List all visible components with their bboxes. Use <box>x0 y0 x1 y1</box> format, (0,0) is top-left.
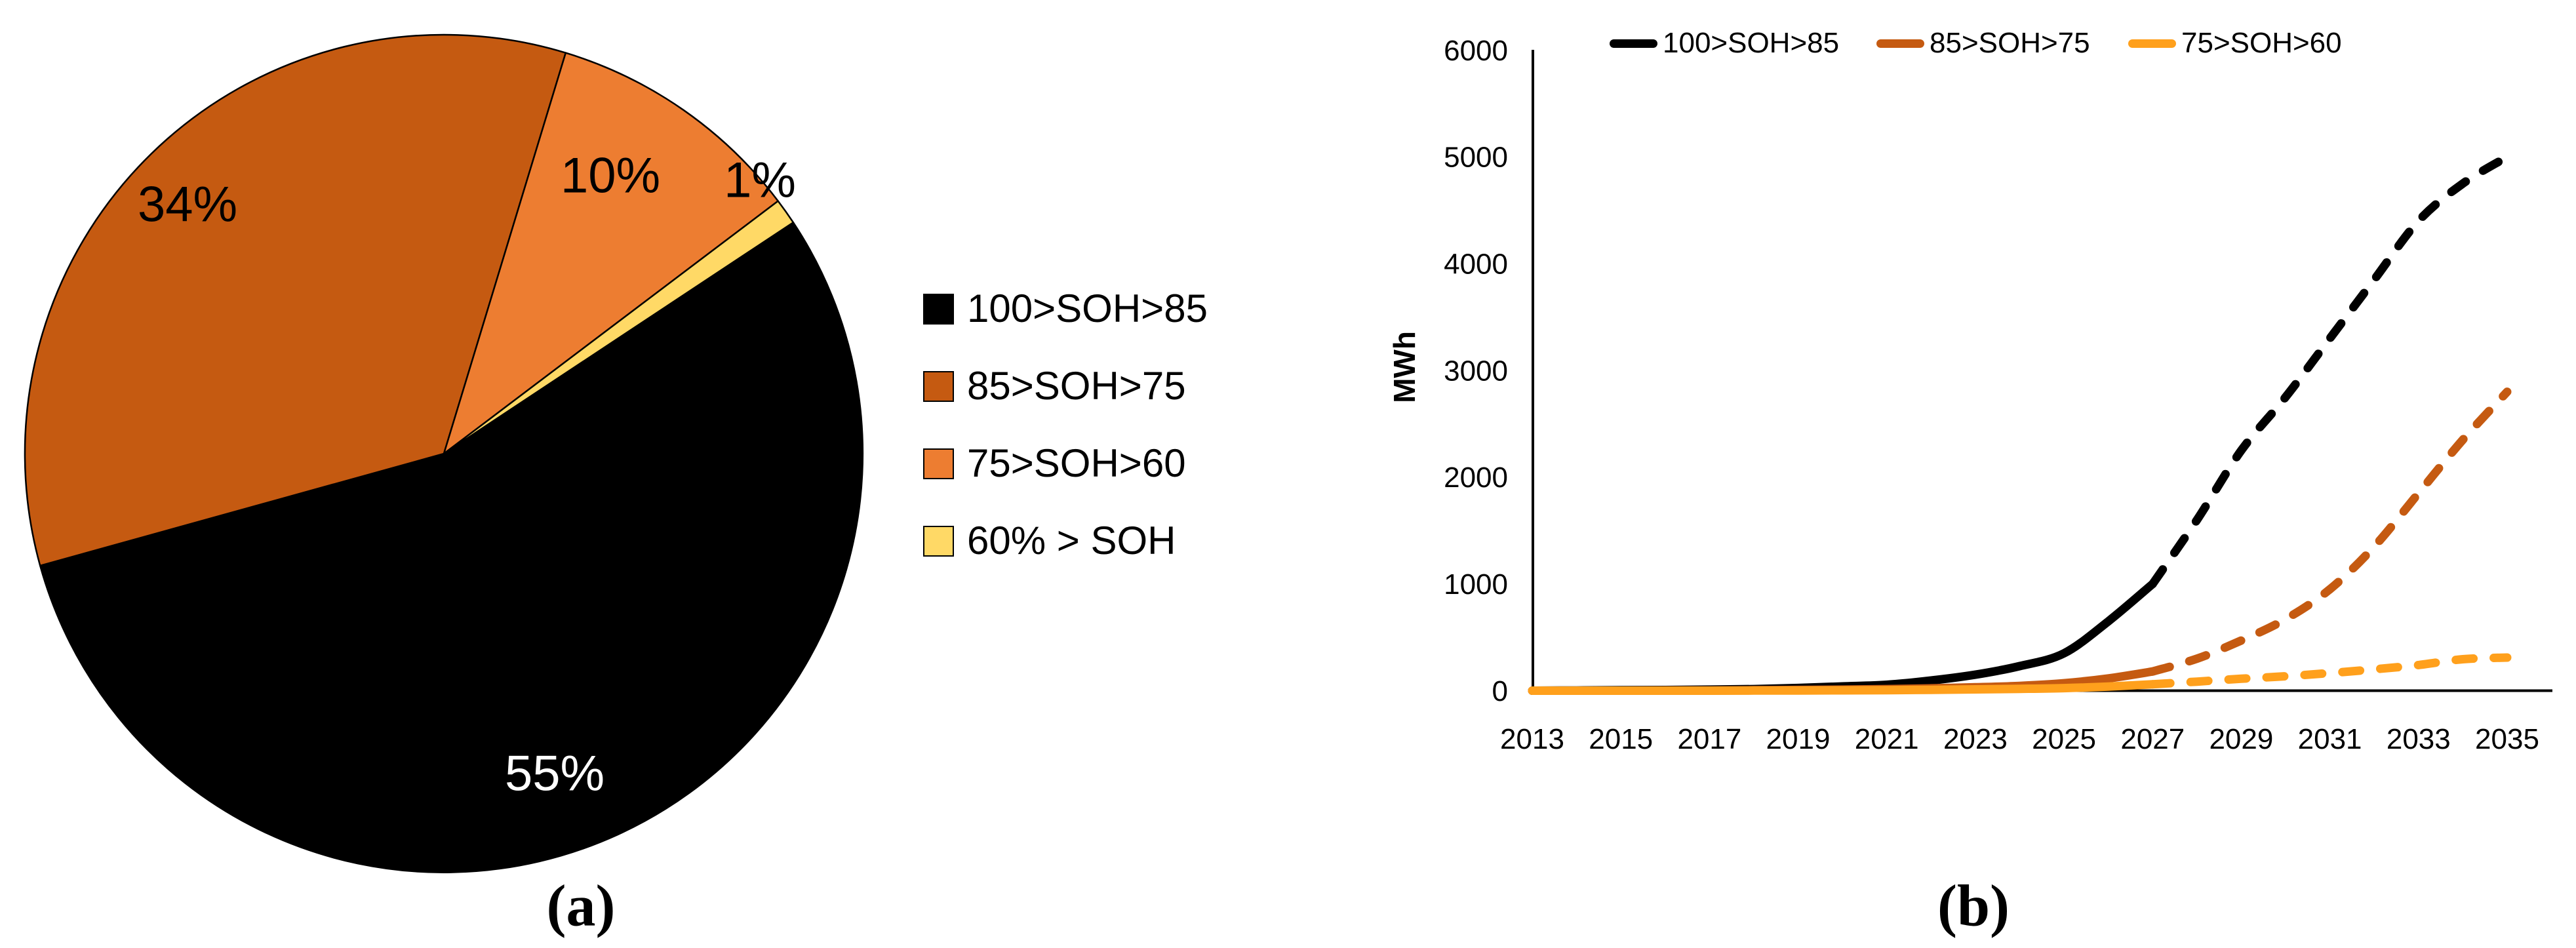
line-legend-marker-icon <box>2128 39 2176 48</box>
line-legend-item-2: 85>SOH>75 <box>1876 28 2090 59</box>
pie-legend-label: 75>SOH>60 <box>967 441 1186 485</box>
pie-legend-label: 100>SOH>85 <box>967 286 1208 330</box>
pie-legend-item-3: 75>SOH>60 <box>923 443 1186 484</box>
pie-legend-item-4: 60% > SOH <box>923 520 1176 562</box>
line-legend-label: 75>SOH>60 <box>2181 27 2342 59</box>
x-tick-label-2015: 2015 <box>1589 723 1653 755</box>
y-tick-label-4000: 4000 <box>1444 248 1508 281</box>
x-tick-label-2031: 2031 <box>2298 723 2362 755</box>
x-tick-label-2023: 2023 <box>1943 723 2008 755</box>
pie-legend-item-1: 100>SOH>85 <box>923 288 1208 330</box>
caption-panel-a: (a) <box>546 873 616 939</box>
pie-legend-label: 85>SOH>75 <box>967 364 1186 408</box>
line-legend-item-3: 75>SOH>60 <box>2128 28 2342 59</box>
x-tick-label-2033: 2033 <box>2387 723 2451 755</box>
series-dashed-100-SOH-85 <box>2148 152 2512 589</box>
x-tick-label-2029: 2029 <box>2209 723 2273 755</box>
pie-legend-swatch-icon <box>923 448 954 479</box>
pie-legend-swatch-icon <box>923 370 954 402</box>
x-tick-label-2017: 2017 <box>1677 723 1741 755</box>
pie-slice-100-SOH-85 <box>39 222 864 873</box>
pie-legend-item-2: 85>SOH>75 <box>923 365 1186 407</box>
y-axis-title: MWh <box>1387 331 1421 403</box>
series-dashed-75-SOH-60 <box>2148 653 2512 689</box>
series-dashed-85-SOH-75 <box>2148 387 2512 676</box>
pie-legend-swatch-icon <box>923 293 954 325</box>
pie-data-label-55%: 55% <box>505 746 604 802</box>
y-tick-label-2000: 2000 <box>1444 462 1508 494</box>
line-legend-label: 100>SOH>85 <box>1663 27 1840 59</box>
x-tick-label-2019: 2019 <box>1766 723 1831 755</box>
y-tick-label-1000: 1000 <box>1444 568 1508 601</box>
pie-slice-60-SOH <box>443 200 795 455</box>
pie-slice-75-SOH-60 <box>443 52 779 455</box>
x-tick-label-2035: 2035 <box>2475 723 2539 755</box>
y-tick-label-5000: 5000 <box>1444 142 1508 174</box>
y-tick-label-0: 0 <box>1492 675 1508 707</box>
line-legend-item-1: 100>SOH>85 <box>1610 28 1839 59</box>
pie-legend-swatch-icon <box>923 525 954 557</box>
pie-data-label-1%: 1% <box>724 153 796 208</box>
line-legend-marker-icon <box>1610 39 1657 48</box>
caption-panel-b: (b) <box>1937 873 2010 939</box>
pie-legend-label: 60% > SOH <box>967 519 1176 563</box>
line-legend-marker-icon <box>1876 39 1924 48</box>
y-tick-label-6000: 6000 <box>1444 35 1508 67</box>
y-tick-label-3000: 3000 <box>1444 355 1508 387</box>
series-solid-100-SOH-85 <box>1528 580 2157 695</box>
series-solid-75-SOH-60 <box>1528 680 2157 695</box>
x-tick-label-2027: 2027 <box>2120 723 2185 755</box>
pie-data-label-34%: 34% <box>138 177 237 233</box>
line-legend-label: 85>SOH>75 <box>1930 27 2090 59</box>
pie-slice-85-SOH-75 <box>24 33 567 567</box>
x-tick-label-2021: 2021 <box>1855 723 1919 755</box>
x-tick-label-2025: 2025 <box>2032 723 2096 755</box>
x-tick-label-2013: 2013 <box>1500 723 1564 755</box>
pie-data-label-10%: 10% <box>561 148 660 204</box>
